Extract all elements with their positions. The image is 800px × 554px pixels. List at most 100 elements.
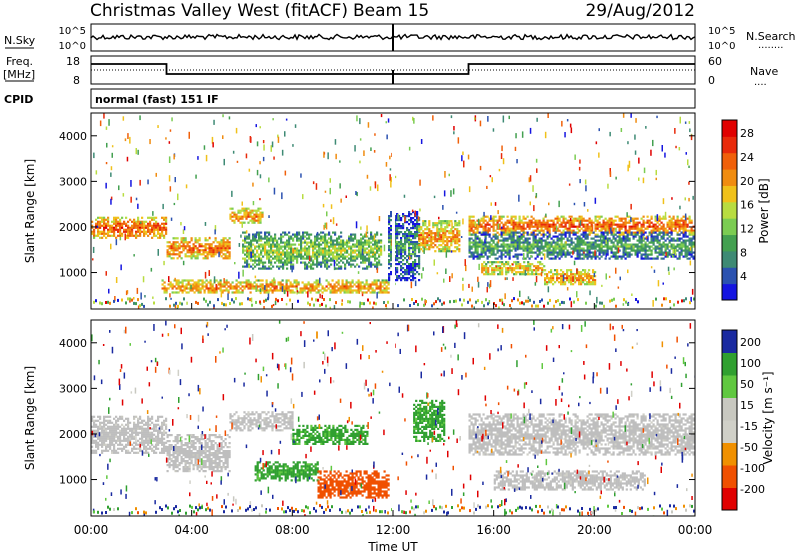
nsky-trace (90, 24, 696, 51)
colorbar-tick-label: -200 (740, 483, 765, 496)
colorbar-segment (722, 201, 737, 219)
colorbar-segment (722, 465, 737, 488)
nsky-tick-top-right: 10^5 (708, 26, 735, 37)
time-x-axis: 00:00 04:00 08:00 12:00 16:00 20:00 00:00 (74, 303, 713, 537)
colorbar-segment (722, 330, 737, 353)
sparse-echoes (92, 113, 695, 309)
colorbar-segment (722, 169, 737, 186)
colorbar-tick-label: -15 (740, 420, 758, 433)
colorbar-segment (722, 397, 737, 421)
nsky-left-label: N.Sky (4, 34, 36, 47)
power-colorbar-label: Power [dB] (757, 178, 771, 243)
freq-line (91, 63, 695, 75)
colorbar-tick-label: 4 (740, 270, 747, 283)
range-time-band (161, 279, 390, 294)
freq-tick-bottom: 8 (73, 74, 80, 87)
colorbar-tick-label: 28 (740, 127, 754, 140)
nave-right-label: Nave (750, 65, 778, 78)
power-heatmap (91, 113, 695, 309)
colorbar-segment (722, 234, 737, 252)
range-time-band (292, 424, 369, 445)
colorbar-segment (722, 136, 737, 154)
nsearch-legend-line: ........ (758, 40, 783, 51)
sparse-echoes (91, 320, 695, 516)
range-time-band (166, 237, 231, 260)
colorbar-frame (721, 119, 738, 301)
y-tick-label: 2000 (59, 221, 87, 234)
cpid-value: normal (fast) 151 IF (95, 93, 219, 106)
velocity-y-axis: 1000 2000 3000 4000 (59, 337, 695, 487)
freq-label-line1: Freq. (6, 55, 33, 68)
nsky-tick-bottom-left: 10^0 (59, 41, 86, 52)
nave-tick-bottom: 0 (708, 74, 715, 87)
colorbar-tick-label: 50 (740, 378, 754, 391)
velocity-colorbar: 200 100 50 15 -15 -50 -100 -200 (721, 329, 765, 511)
colorbar-segment (722, 375, 737, 398)
nsearch-right-label: N.Search (746, 30, 796, 43)
colorbar-tick-label: 200 (740, 336, 761, 349)
colorbar-tick-label: 20 (740, 175, 754, 188)
data-gap (392, 320, 395, 516)
near-range-echoes (93, 297, 695, 308)
colorbar-segment (722, 185, 737, 203)
x-tick-label: 00:00 (678, 523, 713, 537)
colorbar-tick-label: 16 (740, 199, 754, 212)
colorbar-segment (722, 218, 737, 236)
velocity-ylabel: Slant Range [km] (23, 366, 37, 470)
y-tick-label: 4000 (59, 130, 87, 143)
y-tick-label: 3000 (59, 175, 87, 188)
data-gap (392, 113, 395, 309)
nave-legend-line: .... (754, 77, 767, 88)
power-y-axis: 1000 2000 3000 4000 (59, 130, 695, 280)
y-tick-label: 1000 (59, 267, 87, 280)
colorbar-segment (722, 267, 737, 285)
colorbar-tick-label: 100 (740, 357, 761, 370)
colorbar-tick-label: -100 (740, 462, 765, 475)
colorbar-segment (722, 250, 737, 268)
range-time-band (229, 207, 264, 224)
colorbar-segment (722, 420, 737, 443)
x-axis-label: Time UT (367, 540, 418, 554)
range-time-band (418, 220, 461, 253)
range-time-band (242, 231, 383, 270)
colorbar-tick-label: -50 (740, 441, 758, 454)
x-tick-label: 04:00 (174, 523, 209, 537)
y-tick-label: 4000 (59, 337, 87, 350)
range-time-band (468, 413, 695, 456)
range-time-band (229, 411, 294, 432)
colorbar-tick-label: 24 (740, 151, 754, 164)
colorbar-segment (722, 152, 737, 170)
colorbar-segment (722, 487, 737, 511)
cpid-label: CPID (4, 93, 33, 106)
range-time-band (481, 261, 546, 276)
colorbar-segment (722, 283, 737, 301)
range-time-band (317, 470, 390, 499)
station-title: Christmas Valley West (fitACF) (90, 1, 348, 21)
x-tick-label: 08:00 (275, 523, 310, 537)
colorbar-segment (722, 352, 737, 376)
colorbar-tick-label: 12 (740, 222, 754, 235)
nave-tick-top: 60 (708, 55, 722, 68)
x-tick-label: 20:00 (577, 523, 612, 537)
colorbar-segment (722, 120, 737, 137)
colorbar-tick-label: 15 (740, 399, 754, 412)
range-time-band (413, 399, 446, 442)
freq-trace (91, 63, 695, 84)
x-tick-label: 16:00 (476, 523, 511, 537)
y-tick-label: 2000 (59, 428, 87, 441)
power-colorbar: 4 8 12 16 20 24 28 (721, 119, 754, 301)
range-time-band (91, 415, 168, 454)
range-time-band (91, 216, 168, 239)
colorbar-segment (722, 442, 737, 466)
range-time-band (544, 269, 597, 286)
range-time-band (254, 461, 319, 482)
nsky-tick-bottom-right: 10^0 (708, 41, 735, 52)
y-tick-label: 3000 (59, 382, 87, 395)
x-tick-label: 12:00 (376, 523, 411, 537)
freq-label-line2: [MHz] (3, 68, 35, 81)
x-tick-label: 00:00 (74, 523, 109, 537)
power-ylabel: Slant Range [km] (23, 159, 37, 263)
colorbar-tick-label: 8 (740, 246, 747, 259)
velocity-colorbar-label: Velocity [m s⁻¹] (761, 371, 775, 464)
